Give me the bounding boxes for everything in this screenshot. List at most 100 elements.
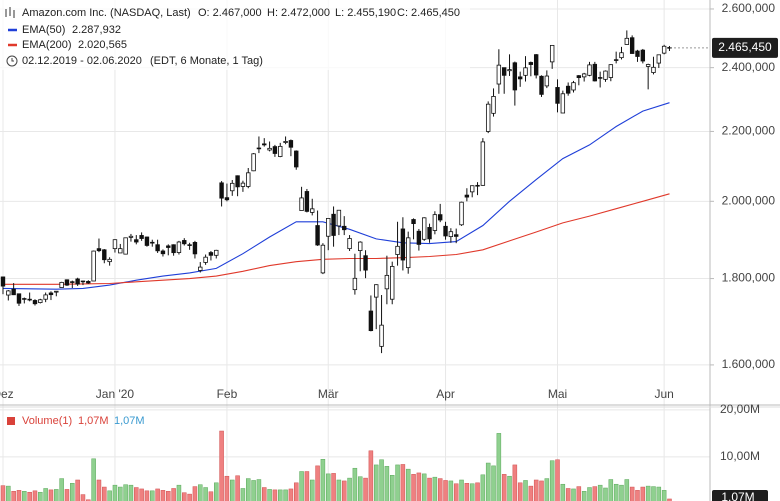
volume-bar: [400, 464, 406, 501]
candle-body: [475, 184, 480, 187]
volume-bar: [176, 484, 182, 501]
volume-bar: [357, 476, 363, 501]
candle-body: [219, 182, 224, 199]
candle-body: [368, 310, 374, 332]
range-note: (EDT, 6 Monate, 1 Tag): [150, 55, 263, 67]
volume-bar: [304, 471, 310, 501]
candle-body: [246, 172, 251, 187]
candle-body: [603, 70, 608, 80]
candle-body: [235, 175, 240, 188]
candle-body: [283, 141, 288, 143]
volume-bar: [320, 459, 326, 501]
x-tick-label: Mai: [548, 387, 567, 401]
volume-bar: [464, 483, 470, 501]
volume-bar: [507, 475, 512, 501]
volume-tag: [712, 489, 768, 501]
candle-body: [661, 45, 667, 54]
volume-value: 1,07M: [114, 415, 145, 427]
volume-bar: [373, 464, 379, 501]
volume-bar: [75, 479, 80, 501]
volume-bar: [368, 450, 374, 501]
clock-icon: [6, 55, 18, 67]
volume-bar: [421, 473, 427, 501]
y-tick-label: 10,00M: [720, 449, 760, 463]
volume-bar: [432, 476, 438, 501]
volume-bar: [54, 489, 59, 501]
volume-bar: [277, 489, 283, 501]
candle-body: [16, 293, 22, 304]
volume-bar: [475, 482, 480, 501]
candle-body: [517, 76, 523, 80]
volume-bar: [459, 479, 464, 501]
grid: [0, 0, 710, 501]
candle-body: [59, 281, 64, 288]
candle-body: [571, 82, 576, 91]
volume-bar: [192, 486, 198, 501]
volume-bar: [112, 484, 118, 501]
candle-body: [150, 241, 155, 244]
volume-bar: [107, 490, 112, 501]
candle-body: [619, 52, 624, 59]
candle-body: [443, 225, 448, 237]
candle-body: [0, 276, 6, 287]
volume-bar: [293, 482, 299, 501]
candle-body: [491, 96, 496, 114]
y-tick-label: 2.000,000: [722, 193, 776, 207]
candle-body: [416, 230, 422, 245]
candle-body: [384, 274, 390, 290]
volume-bar: [528, 485, 534, 501]
volume-bar: [43, 488, 48, 501]
volume-bar: [395, 464, 400, 501]
candle-body: [640, 49, 646, 62]
volume-bar: [283, 489, 288, 501]
volume-bar: [70, 483, 75, 501]
candle-body: [272, 146, 278, 154]
candle-body: [624, 37, 630, 45]
candle-body: [224, 197, 230, 201]
volume-bar: [208, 491, 214, 501]
candle-body: [523, 67, 528, 76]
legend-background: [0, 0, 470, 70]
volume-bar: [187, 493, 192, 501]
volume-bar: [352, 467, 358, 501]
volume-bar: [64, 489, 70, 501]
volume-bar: [267, 489, 272, 501]
volume-bar: [576, 486, 582, 501]
volume-bar: [533, 479, 539, 501]
volume-bar: [96, 479, 102, 501]
y-tick-label: 2.200,000: [722, 124, 776, 138]
volume-bar: [155, 488, 160, 501]
candle-body: [379, 324, 384, 347]
candle-body: [496, 64, 502, 85]
last-price-label: 2.465,450: [718, 40, 772, 54]
candle-body: [134, 239, 139, 243]
candle-body: [64, 279, 70, 286]
volume-bar: [203, 487, 208, 501]
volume-bar: [651, 486, 656, 501]
candle-body: [251, 153, 256, 172]
volume-bar: [485, 462, 491, 501]
volume-bar: [139, 488, 144, 501]
candle-body: [187, 244, 192, 246]
candle-body: [176, 241, 182, 253]
candle-body: [320, 244, 326, 274]
volume-bar: [613, 483, 619, 501]
candle-body: [555, 87, 560, 104]
candle-body: [581, 73, 587, 78]
volume-bar: [469, 483, 475, 501]
volume-bar: [635, 490, 640, 501]
candle-body: [613, 59, 619, 61]
candle-body: [278, 145, 283, 157]
volume-bar: [160, 490, 166, 501]
candle-body: [118, 248, 123, 254]
ohlc-open: O: 2.467,000: [198, 7, 262, 19]
candle-body: [390, 266, 395, 300]
volume-value: 1,07M: [78, 415, 109, 427]
legend-value: 2.287,932: [72, 24, 121, 36]
volume-bar: [219, 430, 224, 501]
volume-bar: [341, 480, 347, 501]
candle-body: [400, 228, 406, 261]
volume-bar: [411, 474, 416, 501]
volume-bar: [379, 459, 384, 501]
x-tick-label: Jan '20: [96, 387, 135, 401]
